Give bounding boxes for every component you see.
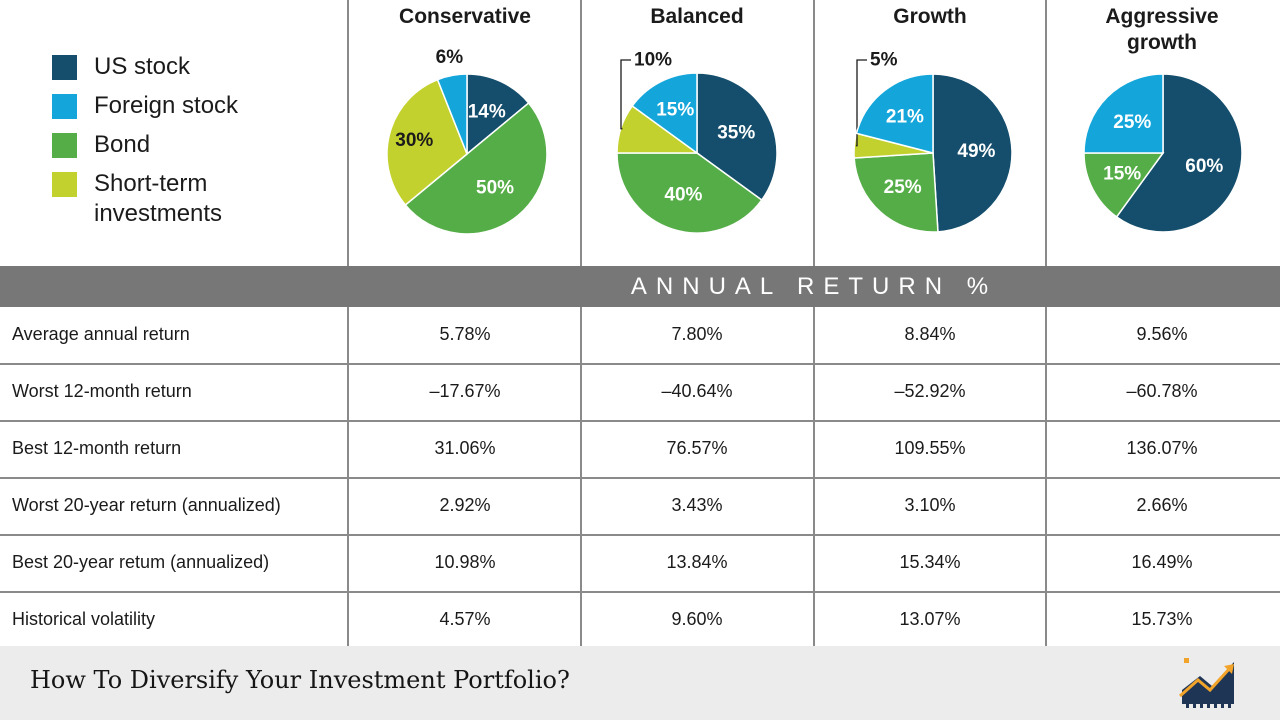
pie-slice-short-term <box>386 78 468 207</box>
table-row-divider <box>0 591 1280 593</box>
pie-title-growth: Growth <box>893 5 967 28</box>
column-divider-3 <box>813 0 815 266</box>
table-cell: 4.57% <box>439 609 491 629</box>
pie-slice-bond <box>1083 152 1165 218</box>
pie-slice-label: 21% <box>886 106 924 127</box>
pie-slice-us-stock <box>466 73 530 156</box>
pie-title-aggressive-growth: Aggressive growth <box>1105 5 1219 54</box>
pie-slice-foreign-stock <box>436 73 468 155</box>
table-row-label: Average annual return <box>12 324 190 344</box>
column-divider-1 <box>347 0 349 266</box>
table-cell: 2.92% <box>439 495 491 515</box>
table-row-divider <box>0 534 1280 536</box>
growth-chart-logo-icon <box>1179 658 1234 708</box>
pie-slice-label: 35% <box>717 123 755 144</box>
pie-slice-label: 40% <box>664 184 702 205</box>
table-row-label: Best 12-month return <box>12 438 182 458</box>
table-cell: 76.57% <box>666 438 728 458</box>
pie-slice-label: 25% <box>884 177 922 198</box>
pie-slice-label: 15% <box>1103 163 1141 184</box>
table-cell: 15.73% <box>1131 609 1193 629</box>
table-row-label: Best 20-year retum (annualized) <box>12 552 270 572</box>
table-cell: 9.60% <box>671 609 723 629</box>
leader-line <box>620 59 631 130</box>
pie-slice-label: 60% <box>1185 156 1223 177</box>
pie-slice-label: 49% <box>957 141 995 162</box>
pie-slice-bond <box>853 152 939 233</box>
legend-label: Foreign stock <box>94 92 239 119</box>
legend-item-short-term: Short-term investments <box>52 169 342 229</box>
pie-slice-label: 5% <box>870 50 898 71</box>
legend-item-foreign-stock: Foreign stock <box>52 91 342 130</box>
table-row-divider <box>0 420 1280 422</box>
pie-slice-foreign-stock <box>631 72 698 155</box>
table-cell: 13.84% <box>666 552 728 572</box>
table-cell: 7.80% <box>671 324 723 344</box>
table-cell: 136.07% <box>1126 438 1198 458</box>
pie-slice-label: 10% <box>634 50 672 71</box>
table-cell: –52.92% <box>894 381 966 401</box>
table-cell: 9.56% <box>1136 324 1188 344</box>
table-cell: –40.64% <box>661 381 733 401</box>
legend-item-bond: Bond <box>52 130 342 169</box>
pie-charts: 14% 50% 30% 6% 35% 40% 10% 15% 49% 25% 5% 21% 60% 15%… <box>386 47 1243 235</box>
table-cell: –17.67% <box>429 381 501 401</box>
legend-label: US stock <box>94 53 191 80</box>
legend-swatch <box>52 55 77 80</box>
pie-slice-bond <box>404 101 548 235</box>
pie-slice-label: 6% <box>436 47 464 68</box>
column-divider-2 <box>580 0 582 266</box>
footer: How To Diversify Your Investment Portfol… <box>0 646 1280 720</box>
table-row-divider <box>0 477 1280 479</box>
table-row-label: Worst 12-month return <box>12 381 192 401</box>
table-cell: 16.49% <box>1131 552 1193 572</box>
footer-title: How To Diversify Your Investment Portfol… <box>30 666 570 694</box>
legend: US stock Foreign stock Bond Short-term i… <box>52 52 342 229</box>
pie-title-balanced: Balanced <box>650 5 744 28</box>
table-cell: 3.10% <box>904 495 956 515</box>
pie-slice-label: 50% <box>476 177 514 198</box>
table-divider-3 <box>813 307 815 646</box>
table-cell: 15.34% <box>899 552 961 572</box>
pie-slice-label: 15% <box>656 100 694 121</box>
legend-item-us-stock: US stock <box>52 52 342 91</box>
pie-title-conservative: Conservative <box>399 5 531 28</box>
pie-slice-label: 25% <box>1113 112 1151 133</box>
legend-swatch <box>52 172 77 197</box>
table-divider-2 <box>580 307 582 646</box>
table-cell: 5.78% <box>439 324 491 344</box>
pie-slice-us-stock <box>696 72 778 202</box>
table-divider-4 <box>1045 307 1047 646</box>
column-divider-4 <box>1045 0 1047 266</box>
table-cell: 10.98% <box>434 552 496 572</box>
legend-label: Bond <box>94 131 151 158</box>
pie-slice-foreign-stock <box>855 73 934 154</box>
table-divider-1 <box>347 307 349 646</box>
pie-slice-foreign-stock <box>1083 73 1164 154</box>
table-cell: –60.78% <box>1126 381 1198 401</box>
section-title: ANNUAL RETURN % <box>630 273 998 300</box>
legend-swatch <box>52 133 77 158</box>
table-row-label: Historical volatility <box>12 609 156 629</box>
table-cell: 8.84% <box>904 324 956 344</box>
table-cell: 3.43% <box>671 495 723 515</box>
table-cell: 31.06% <box>434 438 496 458</box>
leader-line <box>855 59 867 147</box>
pie-slice-bond <box>616 152 763 234</box>
table-cell: 2.66% <box>1136 495 1188 515</box>
pie-slice-us-stock <box>932 73 1013 233</box>
table-cell: 13.07% <box>899 609 961 629</box>
legend-label: Short-term investments <box>94 170 223 227</box>
table-row-label: Worst 20-year return (annualized) <box>12 495 281 515</box>
legend-swatch <box>52 94 77 119</box>
pie-slice-us-stock <box>1115 73 1243 233</box>
table-cell: 109.55% <box>894 438 966 458</box>
section-band: ANNUAL RETURN % <box>0 266 1280 307</box>
pie-slice-label: 14% <box>468 102 506 123</box>
pie-slice-label: 30% <box>395 130 433 151</box>
table-row-divider <box>0 363 1280 365</box>
